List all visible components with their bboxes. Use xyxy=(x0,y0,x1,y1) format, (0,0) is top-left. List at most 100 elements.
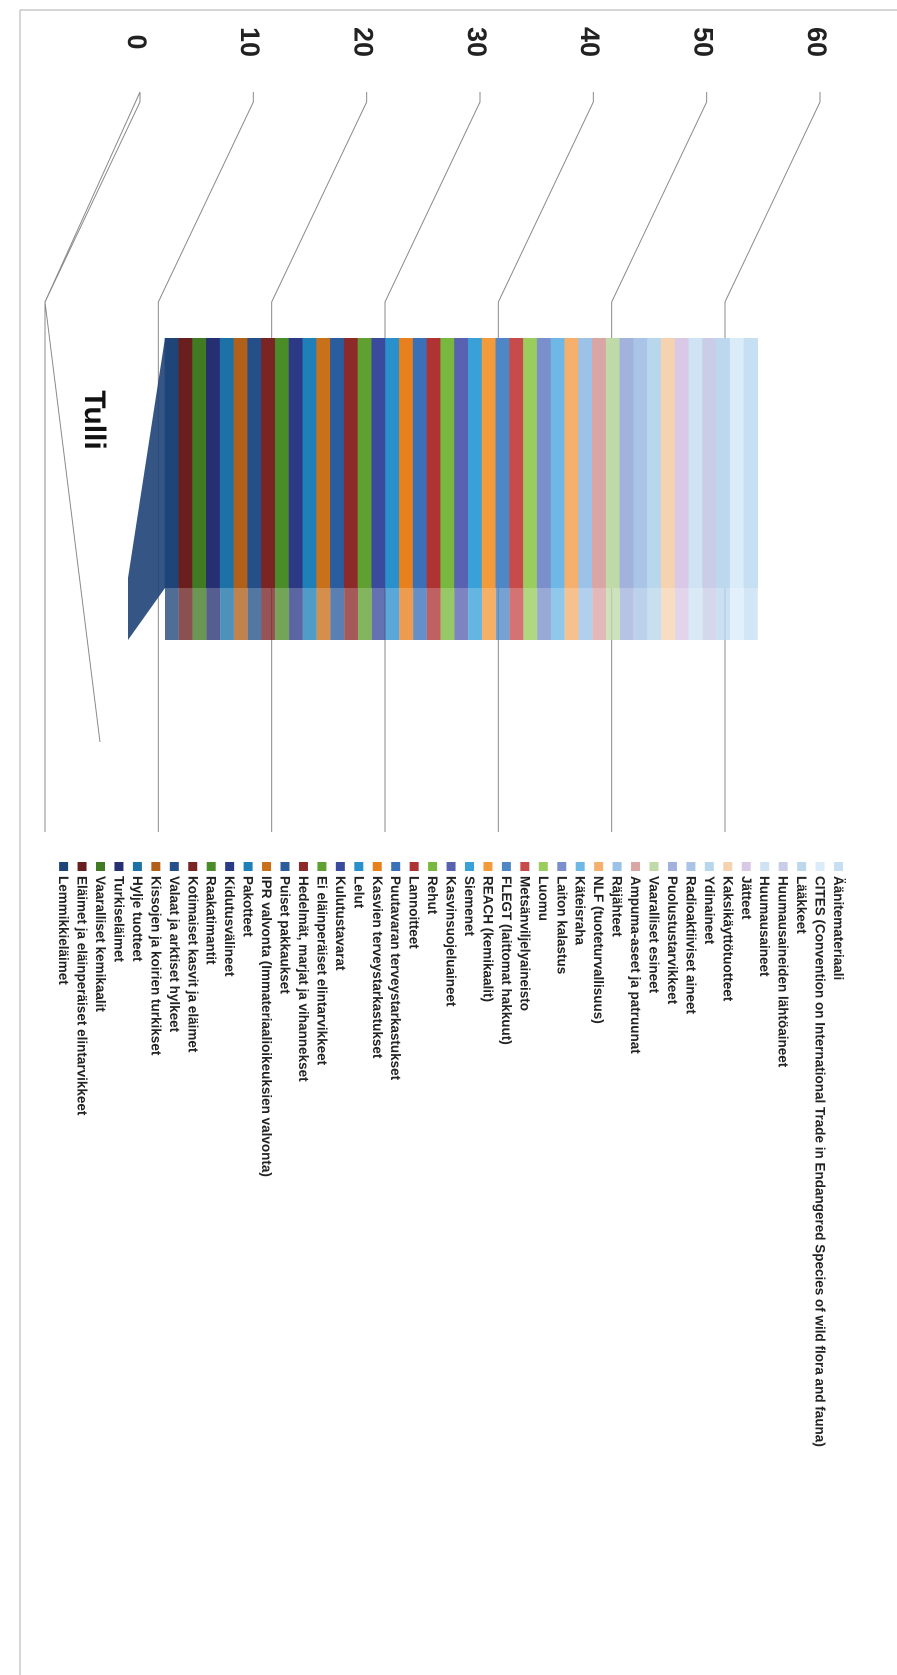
bar-segment xyxy=(192,338,207,588)
legend-item: Hylje tuotteet xyxy=(130,862,145,962)
legend-item: Kulutustavarat xyxy=(333,862,348,971)
legend-swatch xyxy=(262,862,272,871)
legend-label: Rehut xyxy=(425,876,440,915)
legend-label: Luomu xyxy=(536,876,551,921)
legend-label: Siemenet xyxy=(462,876,477,937)
legend-label: Lannoitteet xyxy=(407,876,422,949)
legend-item: Kidutusvälineet xyxy=(222,862,237,977)
legend-swatch xyxy=(298,862,308,871)
bar-segment xyxy=(219,338,235,588)
bar-segment xyxy=(495,338,510,588)
legend-swatch xyxy=(612,862,622,871)
bar-segment xyxy=(578,338,593,588)
legend-label: Kasvien terveystarkastukset xyxy=(370,876,385,1059)
legend-label: Huumausaineiden lähtöaineet xyxy=(776,876,791,1068)
legend-item: Turkiseläimet xyxy=(111,862,126,963)
legend-swatch xyxy=(797,862,807,871)
bar-segment xyxy=(247,338,262,588)
bar-segment-side xyxy=(523,588,538,640)
legend-swatch xyxy=(446,862,456,871)
legend-label: Jätteet xyxy=(739,876,754,920)
bar-segment-side xyxy=(688,588,703,640)
bar-segment-side xyxy=(633,588,648,640)
bar-segment xyxy=(674,338,690,588)
legend-swatch xyxy=(760,862,770,871)
legend-item: FLEGT (laittomat hakkuut) xyxy=(499,862,514,1045)
legend-label: Puutavaran terveystarkastukset xyxy=(388,876,403,1081)
legend-label: Kotimaiset kasvit ja eläimet xyxy=(185,876,200,1053)
bar-segment xyxy=(702,338,717,588)
bar-segment-side xyxy=(578,588,593,640)
legend-item: Ampuma-aseet ja patruunat xyxy=(628,862,643,1054)
legend-item: Pakotteet xyxy=(241,862,256,937)
bar-segment-side xyxy=(426,588,441,640)
legend-label: Ydinaineet xyxy=(702,876,717,945)
legend-swatch xyxy=(225,862,235,871)
legend-swatch xyxy=(575,862,585,871)
legend-label: IPR valvonta (Immateriaalioikeuksien val… xyxy=(259,876,274,1177)
legend-item: Huumausaineiden lähtöaineet xyxy=(776,862,791,1068)
bar-segment xyxy=(302,338,317,588)
legend-swatch xyxy=(723,862,733,871)
bar-segment xyxy=(440,338,455,588)
legend-swatch xyxy=(557,862,567,871)
bar-segment xyxy=(371,338,386,588)
bar-segment-side xyxy=(495,588,510,640)
tick-label: 0 xyxy=(122,34,152,49)
bar-segment-side xyxy=(564,588,579,640)
legend-label: Hedelmät, marjat ja vihannekset xyxy=(296,876,311,1082)
legend-item: Kotimaiset kasvit ja eläimet xyxy=(185,862,200,1053)
legend-item: Kasvinsuojeluaineet xyxy=(444,862,459,1007)
legend-item: Puolustustarvikkeet xyxy=(665,862,680,1005)
bar-segment-side xyxy=(178,588,193,640)
bar-segment xyxy=(592,338,607,588)
legend-label: REACH (kemikaalit) xyxy=(480,876,495,1002)
legend-item: Radioaktiiviset aineet xyxy=(683,862,698,1015)
bar-segment-side xyxy=(743,588,758,640)
legend-swatch xyxy=(704,862,714,871)
legend-swatch xyxy=(686,862,696,871)
legend-swatch xyxy=(354,862,364,871)
legend-label: Vaaralliset kemikaalit xyxy=(93,876,108,1012)
legend-item: Räjähteet xyxy=(610,862,625,937)
tick-label: 30 xyxy=(462,27,492,57)
bar-segment xyxy=(467,338,483,588)
legend-label: Hylje tuotteet xyxy=(130,876,145,962)
legend-label: Kasvinsuojeluaineet xyxy=(444,876,459,1007)
bar-segment-side xyxy=(330,588,345,640)
legend-label: Räjähteet xyxy=(610,876,625,937)
legend-swatch xyxy=(280,862,290,871)
legend-item: Siemenet xyxy=(462,862,477,937)
legend-swatch xyxy=(114,862,124,871)
legend-swatch xyxy=(317,862,327,871)
bar-segment-side xyxy=(675,588,689,640)
gridline xyxy=(44,92,141,832)
legend-item: Lääkkeet xyxy=(794,862,809,934)
legend-swatch xyxy=(391,862,401,871)
bar-segment xyxy=(178,338,193,588)
legend-label: Ampuma-aseet ja patruunat xyxy=(628,876,643,1054)
bar-segment xyxy=(481,338,497,588)
legend-label: CITES (Convention on International Trade… xyxy=(813,876,828,1447)
legend-swatch xyxy=(188,862,198,871)
bar-segment xyxy=(357,338,373,588)
legend-swatch xyxy=(631,862,641,871)
bar-segment-side xyxy=(275,588,290,640)
bar-segment xyxy=(399,338,414,588)
legend-label: Ei eläinperäiset elintarvikkeet xyxy=(314,876,329,1066)
bar-segment xyxy=(343,338,359,588)
legend-swatch xyxy=(59,862,69,871)
legend-item: Ei eläinperäiset elintarvikkeet xyxy=(314,862,329,1066)
bar-segment xyxy=(729,338,745,588)
legend-item: Kissojen ja koirien turkikset xyxy=(148,862,163,1056)
legend-swatch xyxy=(335,862,345,871)
legend-label: Kaksikäyttötuotteet xyxy=(720,876,735,1002)
bar-segment xyxy=(385,338,400,588)
bar-segment-side xyxy=(647,588,662,640)
bar-segment-side xyxy=(220,588,234,640)
bar-segment xyxy=(605,338,621,588)
bar-segment xyxy=(330,338,345,588)
legend-swatch xyxy=(538,862,548,871)
